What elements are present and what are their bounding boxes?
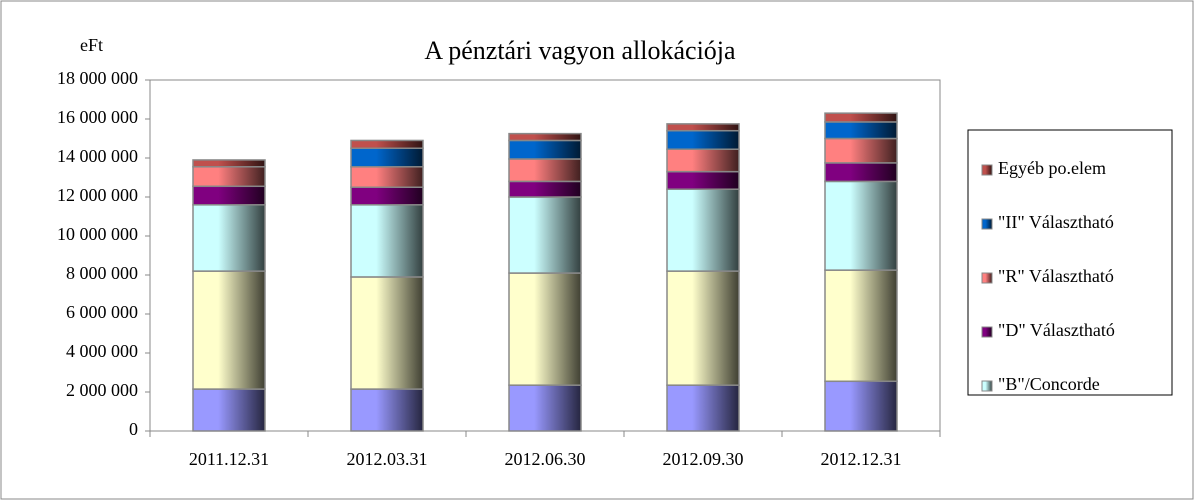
bar-segment	[350, 276, 424, 390]
x-tick-label: 2012.03.31	[347, 449, 428, 469]
y-tick-label: 16 000 000	[57, 107, 138, 127]
bar-segment	[824, 269, 898, 383]
y-tick-label: 14 000 000	[57, 146, 138, 166]
bar-segment	[192, 166, 266, 188]
bar-segment	[824, 162, 898, 183]
y-tick-label: 10 000 000	[57, 224, 138, 244]
y-tick-label: 18 000 000	[57, 68, 138, 88]
bar-segment	[824, 112, 898, 123]
x-tick-label: 2011.12.31	[189, 449, 269, 469]
bar-segment	[192, 159, 266, 168]
legend-swatch	[981, 326, 993, 338]
bar-segment	[192, 185, 266, 206]
bar-segment	[508, 139, 582, 160]
bar-segment	[666, 123, 740, 132]
y-tick-label: 0	[129, 419, 138, 439]
bar-segment	[508, 180, 582, 198]
bar-segment	[192, 204, 266, 272]
legend-label: "D" Választható	[998, 320, 1115, 340]
bar-segment	[350, 388, 424, 432]
bar-segment	[666, 129, 740, 150]
bar-segment	[350, 166, 424, 188]
y-tick-label: 6 000 000	[66, 302, 138, 322]
bar-segment	[350, 139, 424, 149]
bar-segment	[666, 188, 740, 272]
legend-box	[967, 129, 1173, 396]
bar-segment	[508, 384, 582, 432]
y-tick-label: 2 000 000	[66, 380, 138, 400]
bar-segment	[824, 137, 898, 164]
bar-segment	[508, 272, 582, 386]
bar-segment	[192, 388, 266, 432]
y-tick-label: 4 000 000	[66, 341, 138, 361]
legend-label: "R" Választható	[998, 266, 1114, 286]
bar-segment	[350, 204, 424, 278]
x-tick-label: 2012.06.30	[505, 449, 586, 469]
bar-segment	[824, 180, 898, 271]
bar-segment	[666, 148, 740, 173]
bar-segment	[824, 380, 898, 432]
bar-segment	[508, 196, 582, 274]
y-tick-label: 12 000 000	[57, 185, 138, 205]
legend-swatch	[981, 164, 993, 176]
chart-title: A pénztári vagyon allokációja	[424, 36, 736, 65]
legend-swatch	[981, 218, 993, 230]
bar-segment	[508, 132, 582, 142]
bar-segment	[666, 384, 740, 432]
bar-segment	[824, 121, 898, 140]
bar-segment	[350, 186, 424, 206]
x-tick-label: 2012.12.31	[821, 449, 902, 469]
bar-segment	[666, 170, 740, 190]
y-tick-label: 8 000 000	[66, 263, 138, 283]
legend-swatch	[981, 272, 993, 284]
bar-segment	[508, 158, 582, 183]
legend-swatch	[981, 380, 993, 392]
legend-label: "II" Választható	[998, 212, 1114, 232]
legend-label: "B"/Concorde	[998, 374, 1100, 394]
bar-segment	[350, 147, 424, 168]
x-tick-label: 2012.09.30	[663, 449, 744, 469]
bar-segment	[666, 270, 740, 386]
y-axis-label: eFt	[80, 35, 103, 55]
bar-segment	[192, 270, 266, 390]
legend-label: Egyéb po.elem	[998, 158, 1106, 178]
